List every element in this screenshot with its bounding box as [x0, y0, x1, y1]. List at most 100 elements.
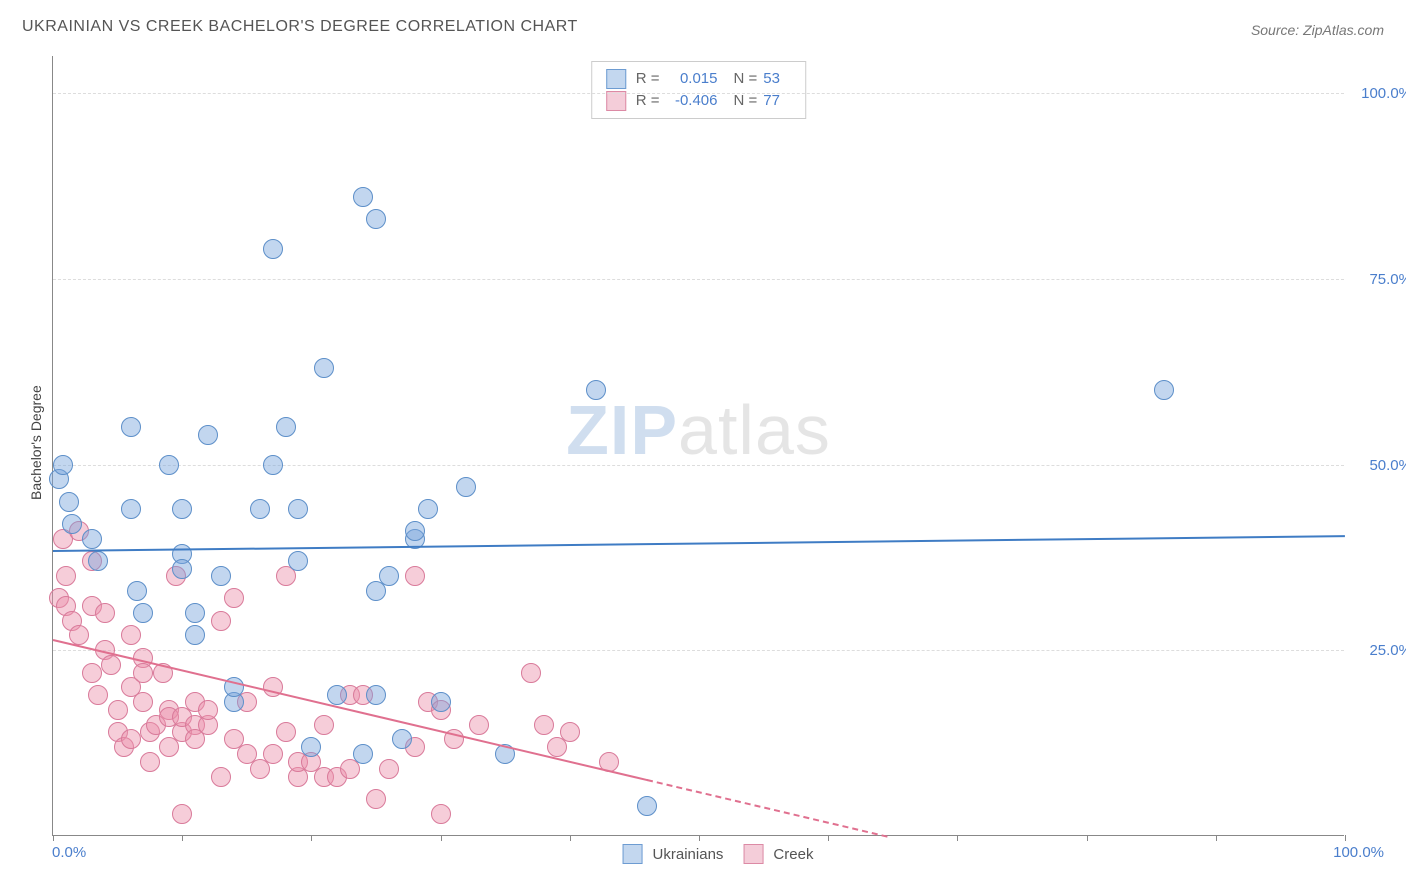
scatter-point: [637, 796, 657, 816]
scatter-point: [62, 514, 82, 534]
scatter-point: [534, 715, 554, 735]
scatter-point: [366, 209, 386, 229]
legend-row: R = 0.015 N = 53: [606, 68, 792, 90]
scatter-point: [211, 767, 231, 787]
scatter-point: [560, 722, 580, 742]
scatter-point: [379, 759, 399, 779]
x-tick: [828, 835, 829, 841]
scatter-point: [288, 499, 308, 519]
watermark: ZIPatlas: [566, 390, 831, 470]
scatter-point: [276, 417, 296, 437]
scatter-point: [301, 737, 321, 757]
scatter-point: [224, 588, 244, 608]
x-tick: [570, 835, 571, 841]
scatter-point: [198, 425, 218, 445]
scatter-point: [82, 529, 102, 549]
legend-swatch-blue: [606, 69, 626, 89]
scatter-point: [133, 692, 153, 712]
scatter-point: [88, 551, 108, 571]
scatter-point: [263, 455, 283, 475]
legend-swatch-blue: [623, 844, 643, 864]
x-axis-min-label: 0.0%: [52, 844, 86, 861]
scatter-point: [211, 566, 231, 586]
scatter-point: [172, 804, 192, 824]
scatter-point: [250, 499, 270, 519]
scatter-point: [56, 566, 76, 586]
plot-area: ZIPatlas R = 0.015 N = 53 R = -0.406 N =…: [52, 56, 1344, 836]
x-tick: [699, 835, 700, 841]
scatter-point: [53, 455, 73, 475]
grid-line: [53, 650, 1344, 651]
scatter-point: [185, 603, 205, 623]
scatter-point: [263, 239, 283, 259]
x-tick: [1345, 835, 1346, 841]
legend-r-label: R =: [636, 68, 660, 90]
scatter-point: [88, 685, 108, 705]
grid-line: [53, 465, 1344, 466]
scatter-point: [133, 663, 153, 683]
y-axis-label: Bachelor's Degree: [28, 385, 44, 500]
legend-label-blue: Ukrainians: [653, 846, 724, 863]
grid-line: [53, 93, 1344, 94]
x-tick: [53, 835, 54, 841]
scatter-point: [353, 187, 373, 207]
scatter-point: [392, 729, 412, 749]
scatter-point: [59, 492, 79, 512]
scatter-point: [456, 477, 476, 497]
scatter-point: [95, 603, 115, 623]
scatter-point: [1154, 380, 1174, 400]
scatter-point: [521, 663, 541, 683]
scatter-point: [172, 559, 192, 579]
watermark-zip: ZIP: [566, 391, 678, 469]
y-tick-label: 100.0%: [1352, 85, 1406, 102]
scatter-point: [211, 611, 231, 631]
watermark-atlas: atlas: [678, 391, 831, 469]
scatter-point: [418, 499, 438, 519]
chart-title: UKRAINIAN VS CREEK BACHELOR'S DEGREE COR…: [22, 18, 578, 36]
legend-swatch-pink: [743, 844, 763, 864]
scatter-point: [121, 417, 141, 437]
grid-line: [53, 279, 1344, 280]
scatter-point: [121, 625, 141, 645]
scatter-point: [159, 455, 179, 475]
x-tick: [957, 835, 958, 841]
y-tick-label: 75.0%: [1352, 271, 1406, 288]
scatter-point: [263, 744, 283, 764]
scatter-point: [366, 789, 386, 809]
scatter-point: [327, 685, 347, 705]
x-tick: [311, 835, 312, 841]
scatter-point: [101, 655, 121, 675]
correlation-legend: R = 0.015 N = 53 R = -0.406 N = 77: [591, 61, 807, 119]
legend-item: Creek: [743, 844, 813, 864]
scatter-point: [185, 625, 205, 645]
source-attribution: Source: ZipAtlas.com: [1251, 22, 1384, 38]
legend-n-value-blue: 53: [763, 68, 791, 90]
scatter-point: [586, 380, 606, 400]
scatter-point: [405, 566, 425, 586]
scatter-point: [288, 551, 308, 571]
scatter-point: [121, 499, 141, 519]
scatter-point: [108, 700, 128, 720]
scatter-point: [405, 521, 425, 541]
plot-area-wrapper: ZIPatlas R = 0.015 N = 53 R = -0.406 N =…: [52, 56, 1384, 836]
legend-r-value-blue: 0.015: [666, 68, 718, 90]
trend-line: [647, 779, 888, 838]
scatter-point: [276, 722, 296, 742]
scatter-point: [314, 715, 334, 735]
legend-item: Ukrainians: [623, 844, 724, 864]
x-tick: [182, 835, 183, 841]
y-tick-label: 50.0%: [1352, 457, 1406, 474]
scatter-point: [431, 804, 451, 824]
source-prefix: Source:: [1251, 22, 1303, 38]
x-tick: [1216, 835, 1217, 841]
scatter-point: [198, 700, 218, 720]
scatter-point: [133, 603, 153, 623]
scatter-point: [353, 744, 373, 764]
series-legend: Ukrainians Creek: [623, 844, 814, 864]
scatter-point: [82, 663, 102, 683]
x-axis-max-label: 100.0%: [1333, 844, 1384, 861]
scatter-point: [366, 685, 386, 705]
x-tick: [1087, 835, 1088, 841]
scatter-point: [379, 566, 399, 586]
y-tick-label: 25.0%: [1352, 642, 1406, 659]
